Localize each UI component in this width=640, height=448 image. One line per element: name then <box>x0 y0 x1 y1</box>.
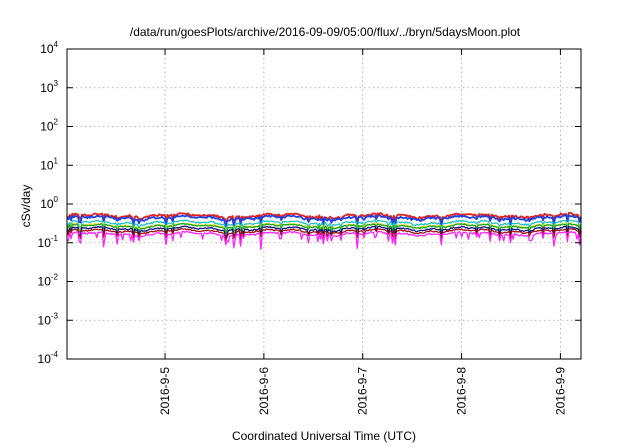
x-tick-label: 2016-9-6 <box>257 367 271 415</box>
y-tick-label: 10-4 <box>38 350 59 366</box>
y-tick-label: 10-1 <box>38 234 59 250</box>
x-axis: 2016-9-5 2016-9-6 2016-9-7 2016-9-8 2016-9-9 <box>158 49 567 415</box>
x-tick-label: 2016-9-9 <box>553 367 567 415</box>
series-line <box>66 222 582 235</box>
series-line <box>66 214 582 228</box>
y-tick-label: 103 <box>40 79 58 95</box>
x-tick-label: 2016-9-8 <box>455 367 469 415</box>
y-axis: 10-4 10-3 10-2 10-1 100 101 102 103 104 <box>38 40 581 366</box>
series-lines <box>66 211 582 250</box>
y-tick-label: 100 <box>40 195 58 211</box>
x-tick-label: 2016-9-5 <box>158 367 172 415</box>
series-line <box>66 230 582 250</box>
chart-title: /data/run/goesPlots/archive/2016-09-09/0… <box>130 25 521 39</box>
y-tick-label: 104 <box>40 40 58 56</box>
y-tick-label: 101 <box>40 156 58 172</box>
y-axis-label: cSv/day <box>19 185 33 228</box>
grid <box>67 49 581 359</box>
y-tick-label: 102 <box>40 118 58 134</box>
x-tick-label: 2016-9-7 <box>356 367 370 415</box>
x-axis-label: Coordinated Universal Time (UTC) <box>232 429 416 443</box>
y-tick-label: 10-2 <box>38 273 59 289</box>
y-tick-label: 10-3 <box>38 311 59 327</box>
